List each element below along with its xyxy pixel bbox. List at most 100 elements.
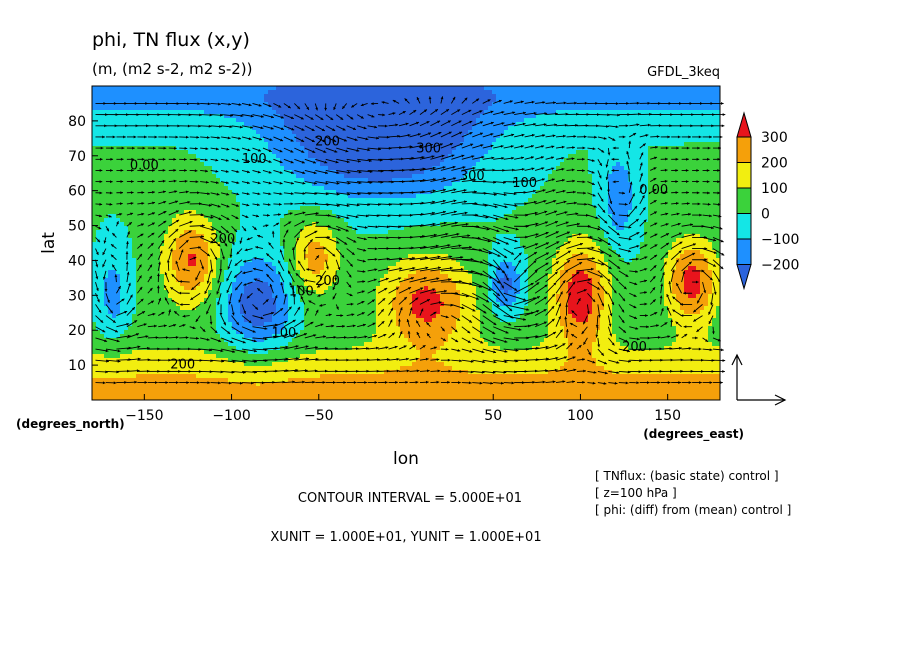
field-cell bbox=[112, 154, 117, 159]
field-cell bbox=[308, 186, 313, 191]
field-cell bbox=[100, 106, 105, 111]
field-cell bbox=[516, 110, 521, 115]
field-cell bbox=[180, 182, 185, 187]
field-cell bbox=[212, 202, 217, 207]
field-cell bbox=[164, 154, 169, 159]
field-cell bbox=[268, 166, 273, 171]
field-cell bbox=[144, 130, 149, 135]
field-cell bbox=[600, 138, 605, 143]
field-cell bbox=[632, 98, 637, 103]
field-cell bbox=[556, 86, 561, 91]
field-cell bbox=[284, 178, 289, 183]
contour-field bbox=[92, 86, 720, 400]
field-cell bbox=[632, 114, 637, 119]
field-cell bbox=[540, 162, 545, 167]
field-cell bbox=[632, 86, 637, 91]
field-cell bbox=[104, 142, 109, 147]
field-cell bbox=[300, 202, 305, 207]
field-cell bbox=[712, 154, 717, 159]
field-cell bbox=[684, 106, 689, 111]
field-cell bbox=[396, 126, 401, 131]
field-cell bbox=[484, 102, 489, 107]
field-cell bbox=[92, 170, 97, 175]
field-cell bbox=[292, 90, 297, 95]
field-cell bbox=[632, 122, 637, 127]
field-cell bbox=[136, 126, 141, 131]
field-cell bbox=[560, 150, 565, 155]
field-cell bbox=[648, 202, 653, 207]
field-cell bbox=[368, 174, 373, 179]
field-cell bbox=[100, 114, 105, 119]
field-cell bbox=[528, 98, 533, 103]
field-cell bbox=[108, 94, 113, 99]
field-cell bbox=[668, 122, 673, 127]
field-cell bbox=[672, 182, 677, 187]
field-cell bbox=[444, 122, 449, 127]
field-cell bbox=[636, 162, 641, 167]
field-cell bbox=[512, 90, 517, 95]
field-cell bbox=[428, 198, 433, 203]
field-cell bbox=[412, 194, 417, 199]
field-cell bbox=[496, 146, 501, 151]
field-cell bbox=[100, 110, 105, 115]
field-cell bbox=[412, 134, 417, 139]
field-cell bbox=[392, 114, 397, 119]
field-cell bbox=[564, 154, 569, 159]
field-cell bbox=[96, 158, 101, 163]
field-cell bbox=[364, 98, 369, 103]
field-cell bbox=[612, 194, 617, 199]
field-cell bbox=[132, 86, 137, 91]
field-cell bbox=[224, 174, 229, 179]
field-cell bbox=[656, 154, 661, 159]
field-cell bbox=[608, 102, 613, 107]
field-cell bbox=[476, 158, 481, 163]
field-cell bbox=[464, 142, 469, 147]
field-cell bbox=[328, 114, 333, 119]
field-cell bbox=[500, 86, 505, 91]
field-cell bbox=[384, 162, 389, 167]
field-cell bbox=[280, 198, 285, 203]
field-cell bbox=[164, 198, 169, 203]
field-cell bbox=[232, 194, 237, 199]
field-cell bbox=[352, 190, 357, 195]
field-cell bbox=[616, 150, 621, 155]
field-cell bbox=[132, 182, 137, 187]
field-cell bbox=[484, 94, 489, 99]
field-cell bbox=[404, 134, 409, 139]
field-cell bbox=[120, 174, 125, 179]
field-cell bbox=[568, 170, 573, 175]
field-cell bbox=[304, 158, 309, 163]
field-cell bbox=[128, 166, 133, 171]
field-cell bbox=[476, 170, 481, 175]
field-cell bbox=[336, 110, 341, 115]
field-cell bbox=[308, 102, 313, 107]
field-cell bbox=[92, 106, 97, 111]
field-cell bbox=[480, 202, 485, 207]
field-cell bbox=[408, 86, 413, 91]
field-cell bbox=[276, 122, 281, 127]
field-cell bbox=[696, 122, 701, 127]
field-cell bbox=[612, 130, 617, 135]
field-cell bbox=[548, 194, 553, 199]
field-cell bbox=[352, 142, 357, 147]
field-cell bbox=[388, 122, 393, 127]
field-cell bbox=[244, 118, 249, 123]
field-cell bbox=[604, 138, 609, 143]
field-cell bbox=[624, 118, 629, 123]
field-cell bbox=[300, 106, 305, 111]
field-cell bbox=[200, 150, 205, 155]
field-cell bbox=[640, 102, 645, 107]
field-cell bbox=[436, 210, 441, 215]
field-cell bbox=[428, 206, 433, 211]
field-cell bbox=[548, 206, 553, 211]
field-cell bbox=[644, 142, 649, 147]
field-cell bbox=[628, 154, 633, 159]
field-cell bbox=[436, 162, 441, 167]
field-cell bbox=[240, 182, 245, 187]
field-cell bbox=[468, 98, 473, 103]
field-cell bbox=[504, 150, 509, 155]
field-cell bbox=[560, 126, 565, 131]
field-cell bbox=[260, 158, 265, 163]
field-cell bbox=[512, 94, 517, 99]
field-cell bbox=[336, 98, 341, 103]
